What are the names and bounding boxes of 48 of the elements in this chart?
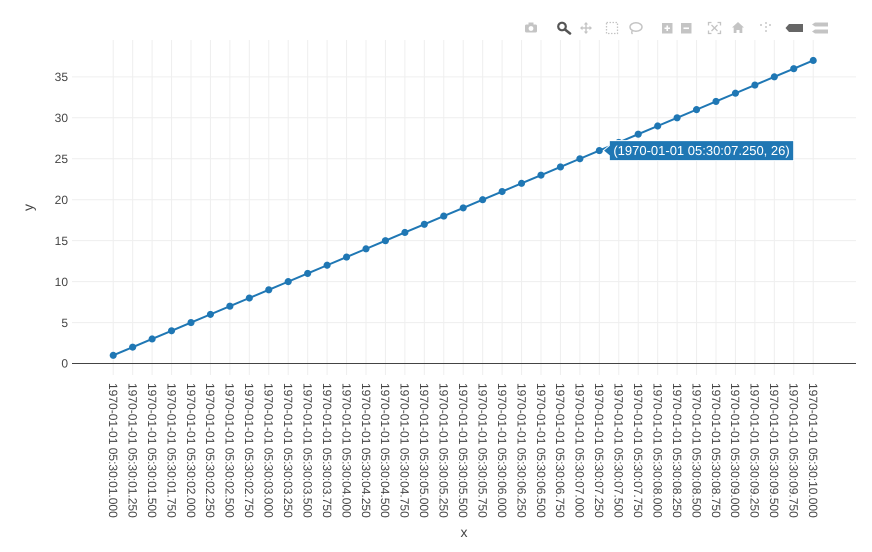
y-tick-label: 10	[54, 274, 68, 289]
x-tick-label: 1970-01-01 05:30:04.500	[378, 383, 392, 518]
x-tick-label: 1970-01-01 05:30:05.750	[475, 383, 490, 518]
x-tick-label: 1970-01-01 05:30:02.500	[222, 383, 237, 518]
y-tick-label: 30	[54, 111, 68, 126]
x-tick-label: 1970-01-01 05:30:05.250	[436, 383, 451, 518]
x-tick-label: 1970-01-01 05:30:05.000	[417, 383, 432, 518]
x-tick-label: 1970-01-01 05:30:08.000	[650, 383, 664, 518]
x-tick-label: 1970-01-01 05:30:08.500	[689, 383, 704, 518]
x-tick-label: 1970-01-01 05:30:01.500	[144, 383, 159, 518]
x-tick-label: 1970-01-01 05:30:06.000	[494, 383, 509, 518]
x-tick-label: 1970-01-01 05:30:02.000	[184, 383, 198, 518]
x-tick-label: 1970-01-01 05:30:02.250	[203, 383, 218, 518]
x-tick-label: 1970-01-01 05:30:10.000	[806, 383, 820, 518]
x-tick-label: 1970-01-01 05:30:06.500	[534, 383, 548, 518]
x-tick-label: 1970-01-01 05:30:07.000	[572, 383, 587, 518]
x-tick-label: 1970-01-01 05:30:01.250	[125, 383, 140, 518]
y-tick-label: 5	[61, 316, 68, 330]
x-tick-label: 1970-01-01 05:30:07.500	[612, 383, 626, 518]
x-tick-label: 1970-01-01 05:30:01.750	[164, 383, 178, 518]
x-tick-label: 1970-01-01 05:30:04.750	[398, 383, 412, 518]
x-tick-label: 1970-01-01 05:30:09.500	[767, 383, 782, 518]
x-tick-label: 1970-01-01 05:30:07.250	[592, 383, 606, 518]
x-tick-label: 1970-01-01 05:30:02.750	[242, 383, 256, 518]
x-tick-label: 1970-01-01 05:30:08.750	[708, 383, 723, 518]
y-tick-label: 20	[54, 192, 68, 207]
x-tick-label: 1970-01-01 05:30:09.250	[748, 383, 762, 518]
y-axis-title: y	[20, 204, 36, 211]
x-tick-label: 1970-01-01 05:30:07.750	[631, 383, 646, 518]
x-tick-label: 1970-01-01 05:30:09.000	[728, 383, 742, 518]
x-tick-label: 1970-01-01 05:30:09.750	[786, 383, 801, 518]
x-tick-label: 1970-01-01 05:30:03.500	[300, 383, 314, 518]
x-tick-label: 1970-01-01 05:30:03.000	[262, 383, 276, 518]
x-tick-label: 1970-01-01 05:30:03.250	[281, 383, 296, 518]
x-tick-label: 1970-01-01 05:30:01.000	[106, 383, 120, 518]
x-tick-label: 1970-01-01 05:30:06.750	[553, 383, 568, 518]
y-tick-label: 25	[54, 152, 68, 166]
x-tick-label: 1970-01-01 05:30:04.000	[339, 383, 354, 518]
y-tick-label: 15	[54, 234, 68, 248]
x-tick-label: 1970-01-01 05:30:04.250	[358, 383, 373, 518]
x-tick-label: 1970-01-01 05:30:06.250	[514, 383, 528, 518]
x-tick-label: 1970-01-01 05:30:03.750	[320, 383, 334, 518]
x-tick-label: 1970-01-01 05:30:08.250	[670, 383, 684, 518]
y-tick-label: 0	[61, 356, 68, 371]
annotation: (1970-01-01 05:30:07.250, 26)	[613, 143, 790, 158]
x-axis-title: x	[460, 524, 468, 540]
y-tick-label: 35	[54, 70, 68, 84]
x-tick-label: 1970-01-01 05:30:05.500	[456, 383, 470, 518]
